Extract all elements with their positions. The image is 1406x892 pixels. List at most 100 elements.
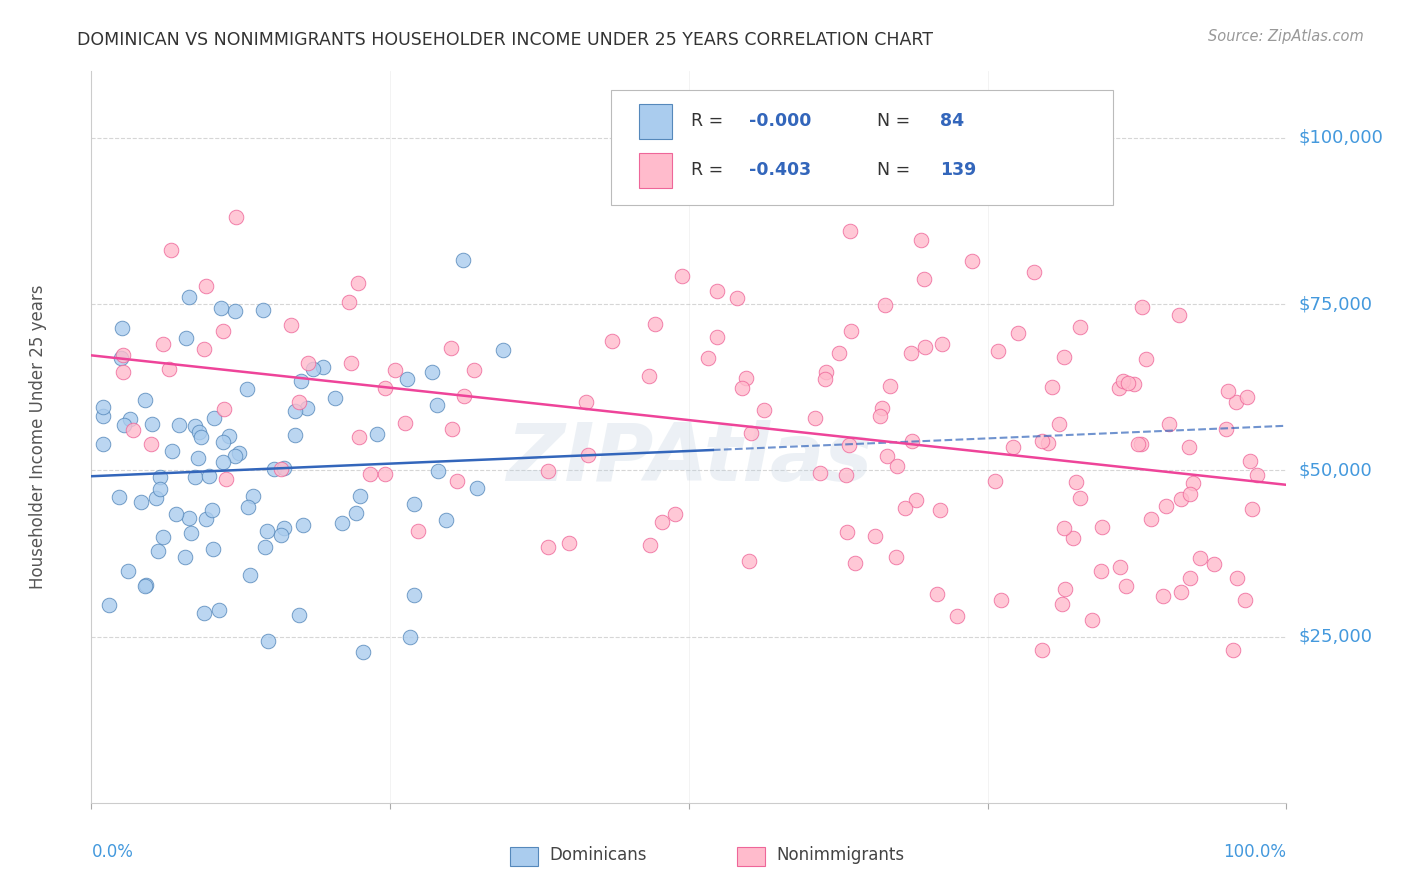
Point [93,409,114,423]
Point [384,363,406,377]
Point [901,434,924,449]
Point [706,284,728,298]
Point [1116,376,1139,391]
Point [406,524,429,538]
Text: $25,000: $25,000 [1299,628,1372,646]
Point [600,334,623,349]
Point [644,317,666,331]
Point [841,324,863,338]
Point [194,512,217,526]
Text: Householder Income Under 25 years: Householder Income Under 25 years [28,285,46,590]
Point [1069,491,1091,505]
Point [214,402,236,417]
Point [193,607,215,621]
FancyBboxPatch shape [737,847,765,866]
Point [149,470,172,484]
Point [349,489,371,503]
Point [638,538,661,552]
Point [960,253,983,268]
Point [664,507,686,521]
Point [236,500,259,514]
Point [253,540,276,554]
Point [1157,417,1180,431]
Point [111,349,134,363]
Point [558,535,581,549]
Point [815,365,838,379]
Point [869,409,891,424]
Point [671,269,693,284]
Point [198,468,221,483]
Point [402,588,425,602]
FancyBboxPatch shape [509,847,538,866]
Point [426,465,449,479]
Point [129,495,152,509]
Point [439,341,461,355]
Point [738,554,761,568]
Point [122,423,145,437]
Point [311,359,333,374]
Point [212,435,235,450]
Point [440,422,463,436]
Point [215,472,238,486]
Point [201,503,224,517]
Point [337,294,360,309]
Point [1112,375,1135,389]
Point [844,556,866,570]
Point [252,303,274,318]
Point [120,412,142,426]
Point [1022,265,1045,279]
Point [110,351,132,365]
Point [1170,492,1192,507]
Point [1069,319,1091,334]
Point [1062,531,1084,545]
Point [1031,643,1053,657]
Point [256,524,278,538]
Point [1139,512,1161,526]
Text: Source: ZipAtlas.com: Source: ZipAtlas.com [1208,29,1364,44]
Point [1129,437,1152,451]
Point [984,474,1007,488]
Point [828,345,851,359]
Point [814,372,837,386]
Text: N =: N = [876,161,915,179]
Point [93,437,114,451]
Point [270,462,292,476]
Point [176,330,198,344]
Point [352,645,374,659]
Text: ZIPAtlas: ZIPAtlas [506,420,872,498]
Point [1189,551,1212,566]
Point [1108,381,1130,395]
Point [141,417,163,431]
Point [1001,440,1024,454]
Point [193,343,215,357]
Point [167,417,190,432]
Point [395,372,418,386]
Point [152,529,174,543]
Point [1038,436,1060,450]
Point [651,515,673,529]
Point [1108,559,1130,574]
Point [1180,486,1202,500]
Point [1239,454,1261,468]
Point [754,402,776,417]
Point [1040,380,1063,394]
Point [1052,597,1074,611]
Point [638,368,661,383]
Point [875,298,897,312]
Point [160,443,183,458]
Point [330,516,353,531]
Point [263,462,285,476]
Point [134,579,156,593]
Point [925,587,948,601]
Point [1178,571,1201,585]
Point [291,518,314,533]
Point [931,336,953,351]
Point [256,634,278,648]
Point [1152,589,1174,603]
Point [492,343,515,357]
Point [152,336,174,351]
Text: $50,000: $50,000 [1299,461,1372,479]
Point [1031,434,1053,448]
Point [1240,502,1263,516]
Point [111,321,134,335]
